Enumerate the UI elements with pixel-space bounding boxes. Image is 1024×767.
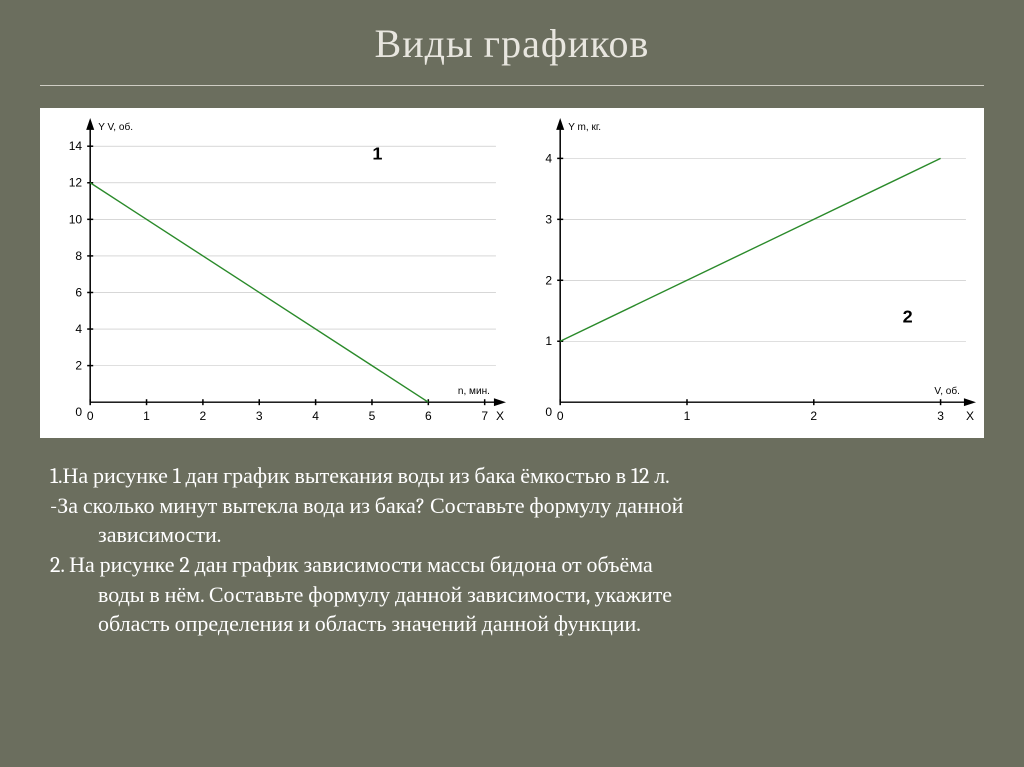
chart-2: 0 1 2 3 1 2 3 4 0 Y m, кг. V, об. X 2	[516, 114, 978, 432]
svg-text:1: 1	[684, 409, 691, 423]
text-line: -За сколько минут вытекла вода из бака? …	[50, 492, 974, 522]
divider	[40, 85, 984, 86]
svg-text:2: 2	[903, 307, 913, 327]
svg-text:Y V, об.: Y V, об.	[98, 121, 133, 133]
svg-text:10: 10	[69, 212, 83, 226]
svg-text:0: 0	[75, 405, 82, 419]
svg-text:1: 1	[545, 334, 552, 348]
svg-text:6: 6	[425, 409, 432, 423]
svg-text:X: X	[496, 409, 504, 423]
svg-text:1: 1	[143, 409, 150, 423]
svg-text:V, об.: V, об.	[934, 385, 959, 397]
svg-text:5: 5	[369, 409, 376, 423]
svg-text:4: 4	[545, 151, 552, 165]
svg-text:0: 0	[87, 409, 94, 423]
page-title: Виды графиков	[40, 20, 984, 67]
svg-text:X: X	[966, 409, 974, 423]
svg-text:6: 6	[75, 286, 82, 300]
text-line: 2. На рисунке 2 дан график зависимости м…	[50, 551, 974, 581]
svg-text:4: 4	[75, 322, 82, 336]
slide: Виды графиков 0123456724681012140Y V, об…	[0, 0, 1024, 767]
svg-text:7: 7	[481, 409, 488, 423]
svg-text:4: 4	[312, 409, 319, 423]
svg-text:12: 12	[69, 176, 83, 190]
svg-text:2: 2	[200, 409, 207, 423]
svg-text:2: 2	[810, 409, 817, 423]
charts-panel: 0123456724681012140Y V, об.n, мин.X1 012…	[40, 108, 984, 438]
svg-text:8: 8	[75, 249, 82, 263]
chart-1: 0123456724681012140Y V, об.n, мин.X1	[46, 114, 508, 432]
text-line: область определения и область значений д…	[50, 610, 974, 640]
svg-text:Y m, кг.: Y m, кг.	[568, 122, 601, 133]
svg-text:2: 2	[545, 273, 552, 287]
text-line: 1.На рисунке 1 дан график вытекания воды…	[50, 462, 974, 492]
svg-text:3: 3	[545, 212, 552, 226]
svg-text:3: 3	[937, 409, 944, 423]
text-line: зависимости.	[50, 521, 974, 551]
text-line: воды в нём. Составьте формулу данной зав…	[50, 581, 974, 611]
svg-text:3: 3	[256, 409, 263, 423]
svg-text:2: 2	[75, 359, 82, 373]
question-text: 1.На рисунке 1 дан график вытекания воды…	[40, 462, 984, 640]
svg-text:0: 0	[545, 405, 552, 419]
svg-text:1: 1	[372, 144, 382, 164]
svg-text:0: 0	[557, 409, 564, 423]
svg-text:n, мин.: n, мин.	[458, 386, 490, 397]
svg-text:14: 14	[69, 139, 83, 153]
